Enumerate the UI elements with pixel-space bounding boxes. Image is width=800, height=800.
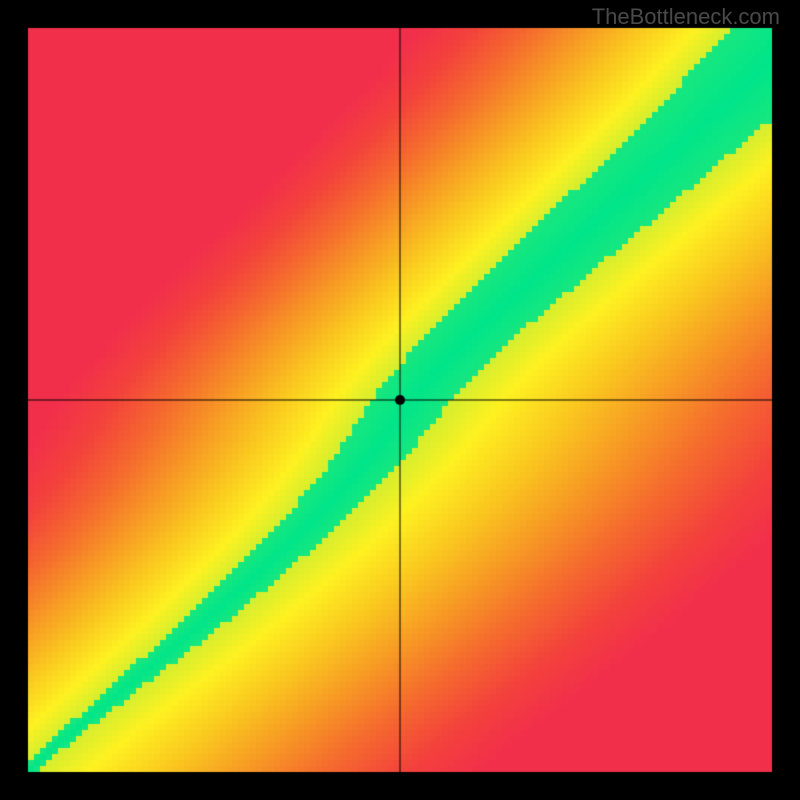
chart-container: TheBottleneck.com bbox=[0, 0, 800, 800]
watermark-text: TheBottleneck.com bbox=[592, 4, 780, 30]
bottleneck-heatmap bbox=[0, 0, 800, 800]
